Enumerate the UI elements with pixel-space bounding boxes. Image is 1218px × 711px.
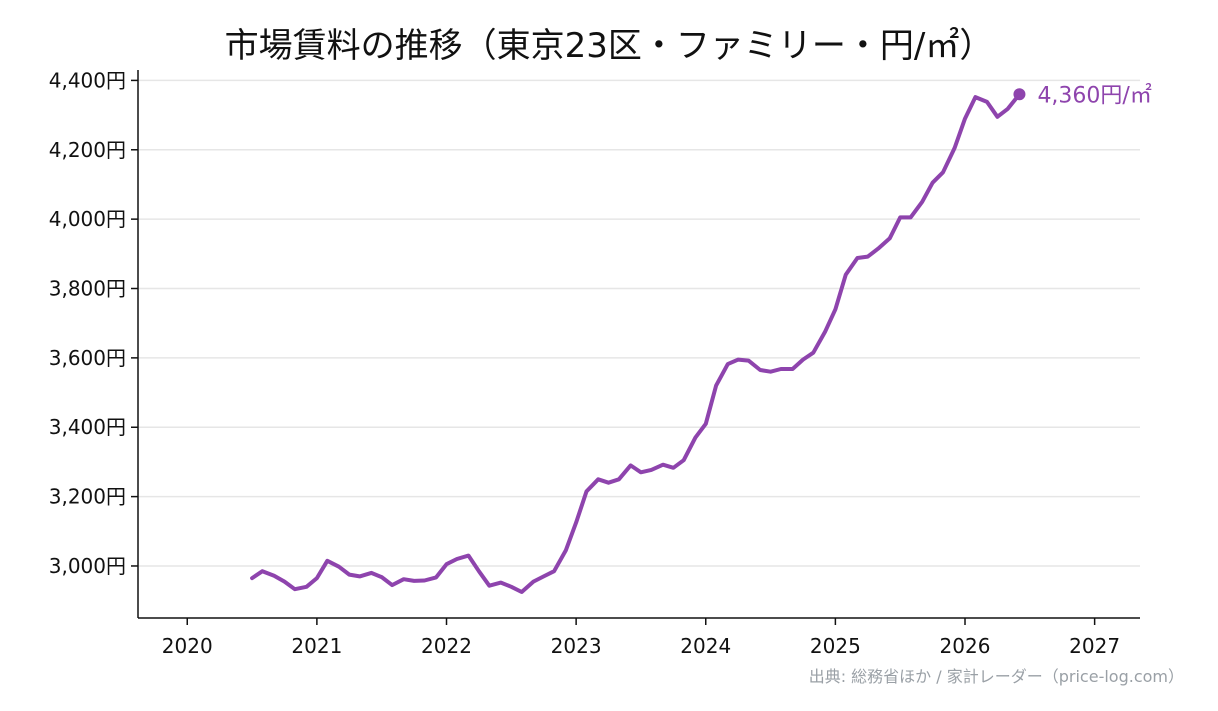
x-tick-label: 2025 xyxy=(810,634,861,658)
series-end-label: 4,360円/㎡ xyxy=(1037,82,1151,108)
series-end-point xyxy=(1013,88,1026,101)
y-tick-label: 4,000円 xyxy=(49,207,126,231)
y-tick-label: 3,800円 xyxy=(49,277,126,301)
y-tick-label: 3,000円 xyxy=(49,554,126,578)
y-tick-label: 3,200円 xyxy=(49,485,126,509)
x-tick-label: 2026 xyxy=(940,634,991,658)
series-line xyxy=(250,92,1022,594)
x-tick-label: 2020 xyxy=(162,634,213,658)
gridlines xyxy=(138,79,1140,567)
y-tick-label: 3,400円 xyxy=(49,415,126,439)
source-note: 出典: 総務省ほか / 家計レーダー（price-log.com） xyxy=(808,667,1184,686)
chart-title: 市場賃料の推移（東京23区・ファミリー・円/㎡） xyxy=(224,26,994,66)
x-tick-label: 2023 xyxy=(551,634,602,658)
x-tick-label: 2027 xyxy=(1069,634,1120,658)
x-axis-ticks: 2020 2021 2022 2023 2024 2025 2026 2027 xyxy=(162,618,1120,658)
y-axis-ticks: 3,000円 3,200円 3,400円 3,600円 3,800円 4,000円 4,20… xyxy=(49,68,138,578)
y-tick-label: 3,600円 xyxy=(49,346,126,370)
x-tick-label: 2022 xyxy=(421,634,472,658)
x-tick-label: 2021 xyxy=(291,634,342,658)
y-tick-label: 4,400円 xyxy=(49,68,126,92)
y-tick-label: 4,200円 xyxy=(49,138,126,162)
x-tick-label: 2024 xyxy=(680,634,731,658)
